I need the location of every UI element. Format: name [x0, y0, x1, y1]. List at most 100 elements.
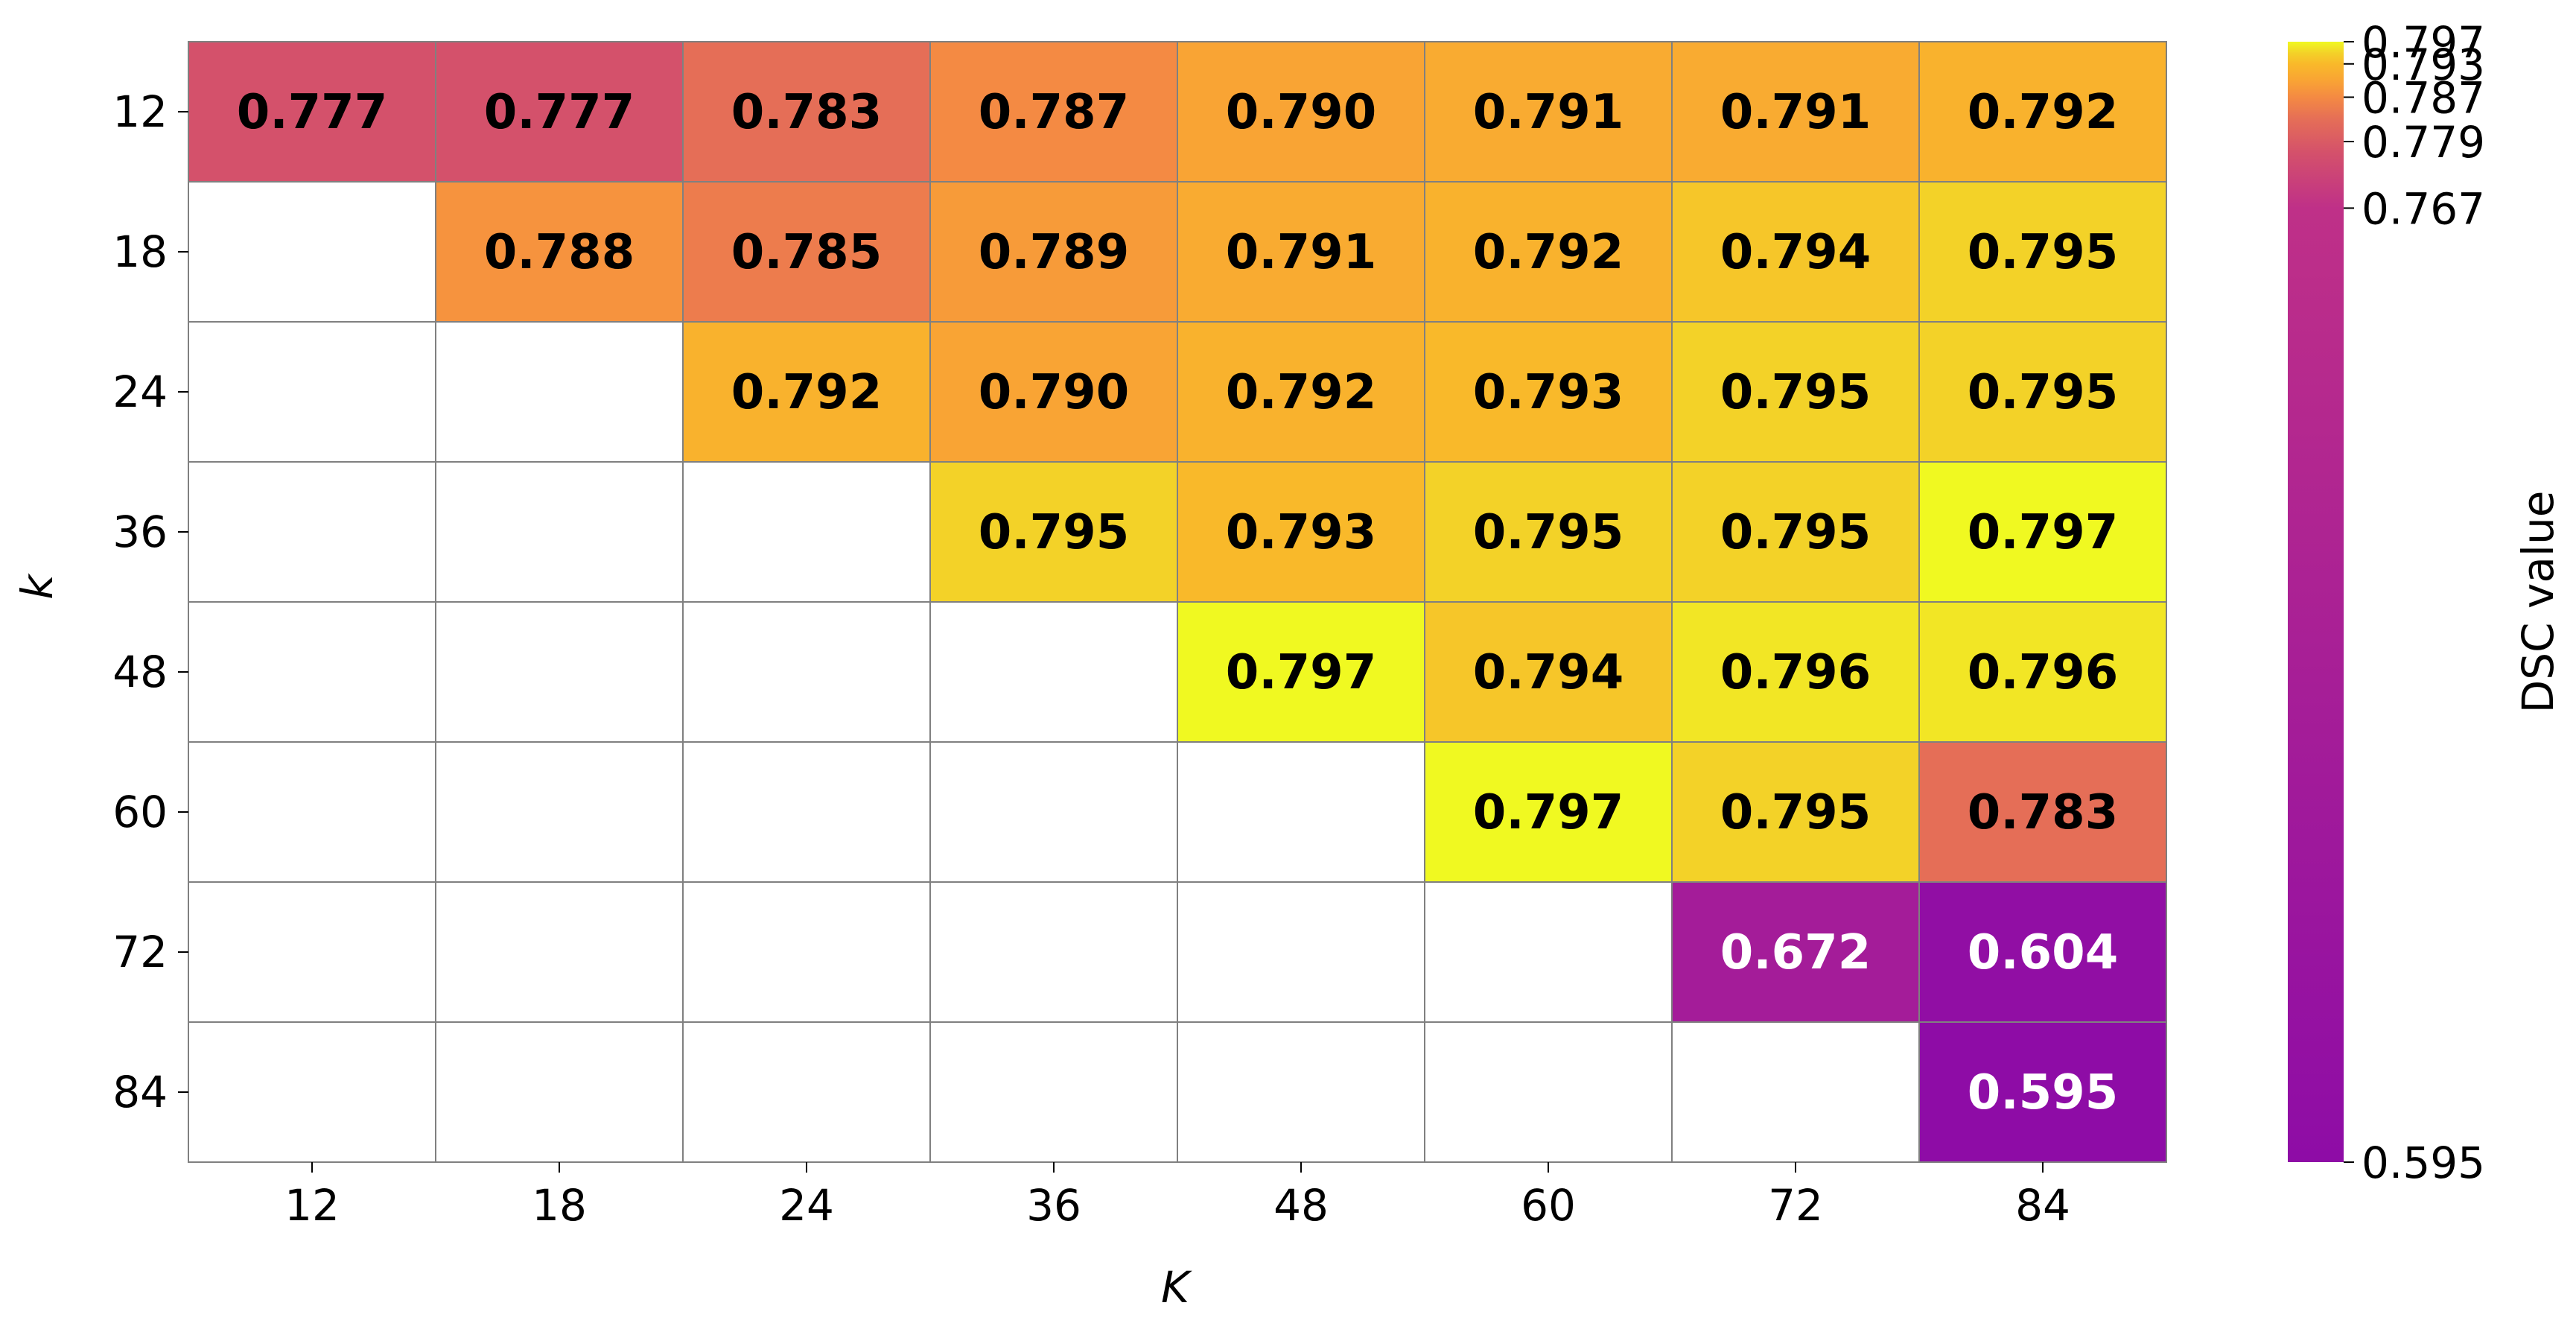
heatmap-cell [1671, 601, 1920, 743]
heatmap-cell [1177, 181, 1425, 323]
heatmap-cell [435, 881, 684, 1023]
y-axis-ticks: 12 18 24 36 48 60 72 84 [112, 86, 188, 1117]
x-tick-label: 48 [1273, 1180, 1329, 1231]
cell-value-label: 0.792 [1226, 365, 1376, 420]
cell-value-label: 0.796 [1720, 645, 1871, 700]
cell-value-label: 0.795 [1473, 505, 1623, 560]
heatmap-cell [1918, 601, 2167, 743]
heatmap-cell [682, 181, 931, 323]
heatmap-cell [682, 601, 931, 743]
heatmap-cell [929, 41, 1178, 183]
x-axis-label: K [1161, 1262, 1192, 1313]
cell-value-label: 0.796 [1968, 645, 2118, 700]
heatmap-cell [929, 881, 1178, 1023]
cell-value-label: 0.791 [1473, 85, 1623, 140]
x-axis-ticks: 12 18 24 36 48 60 72 84 [284, 1162, 2070, 1231]
cell-value-label: 0.793 [1473, 365, 1623, 420]
cell-value-label: 0.794 [1720, 225, 1871, 280]
heatmap-cell [1918, 181, 2167, 323]
cell-value-label: 0.783 [1968, 785, 2118, 840]
x-tick-label: 12 [284, 1180, 340, 1231]
colorbar-tick-label: 0.793 [2362, 39, 2485, 90]
heatmap-cell [929, 1021, 1178, 1163]
colorbar-tick-label: 0.767 [2362, 183, 2485, 234]
heatmap-cell [1671, 181, 1920, 323]
cell-value-label: 0.793 [1226, 505, 1376, 560]
heatmap-cell [1424, 181, 1673, 323]
cell-value-label: 0.792 [1473, 225, 1623, 280]
heatmap-cell [435, 461, 684, 603]
cell-value-label: 0.791 [1720, 85, 1871, 140]
heatmap-cell [929, 601, 1178, 743]
colorbar [2288, 42, 2344, 1162]
heatmap-cell [1177, 41, 1425, 183]
heatmap-cell [188, 461, 436, 603]
colorbar-tick-label: 0.797 [2362, 17, 2485, 68]
heatmap-cell [1424, 601, 1673, 743]
cell-value-label: 0.797 [1968, 505, 2118, 560]
cell-value-label: 0.595 [1968, 1065, 2118, 1120]
heatmap-cell [188, 741, 436, 883]
cell-value-label: 0.795 [1720, 505, 1871, 560]
heatmap-cell [1918, 881, 2167, 1023]
heatmap-cell [1918, 321, 2167, 463]
heatmap-cell [1177, 1021, 1425, 1163]
heatmap-cell [1177, 601, 1425, 743]
heatmap-cell [1424, 1021, 1673, 1163]
y-tick-label: 12 [112, 86, 168, 137]
heatmap-cell [1671, 1021, 1920, 1163]
heatmap-cell [682, 41, 931, 183]
heatmap-cell [929, 321, 1178, 463]
heatmap-cell [435, 741, 684, 883]
heatmap-cell [1671, 461, 1920, 603]
heatmap-cells [188, 41, 2167, 1163]
cell-value-label: 0.790 [1226, 85, 1376, 140]
x-tick-label: 24 [779, 1180, 834, 1231]
heatmap-cell [435, 601, 684, 743]
y-tick-label: 48 [112, 647, 168, 697]
x-tick-label: 72 [1768, 1180, 1823, 1231]
heatmap-cell-labels: 0.777 0.777 0.783 0.787 0.790 0.791 0.791 0.792… [237, 85, 2118, 1120]
x-tick-label: 36 [1026, 1180, 1081, 1231]
cell-value-label: 0.795 [979, 505, 1129, 560]
heatmap-cell [682, 461, 931, 603]
cell-value-label: 0.783 [731, 85, 882, 140]
heatmap-cell [1918, 741, 2167, 883]
heatmap-cell [929, 461, 1178, 603]
heatmap-cell [188, 601, 436, 743]
cell-value-label: 0.789 [979, 225, 1129, 280]
colorbar-label: DSC value [2513, 491, 2563, 714]
cell-value-label: 0.792 [731, 365, 882, 420]
heatmap-cell [1918, 1021, 2167, 1163]
y-tick-label: 72 [112, 927, 168, 977]
y-tick-label: 84 [112, 1067, 168, 1117]
heatmap-cell [1918, 461, 2167, 603]
heatmap-cell [435, 321, 684, 463]
colorbar-tick-label: 0.595 [2362, 1138, 2485, 1188]
heatmap-cell [682, 741, 931, 883]
heatmap-cell [1424, 881, 1673, 1023]
heatmap-cell [1918, 41, 2167, 183]
heatmap-cell [188, 1021, 436, 1163]
cell-value-label: 0.795 [1968, 365, 2118, 420]
heatmap-cell [435, 41, 684, 183]
colorbar-tick-label: 0.779 [2362, 117, 2485, 168]
heatmap-cell [1671, 321, 1920, 463]
x-tick-label: 84 [2015, 1180, 2070, 1231]
cell-value-label: 0.795 [1720, 785, 1871, 840]
cell-value-label: 0.795 [1720, 365, 1871, 420]
heatmap-cell [435, 1021, 684, 1163]
x-tick-label: 60 [1521, 1180, 1576, 1231]
heatmap-cell [682, 321, 931, 463]
colorbar-tick-label: 0.787 [2362, 72, 2485, 123]
heatmap-cell [1177, 461, 1425, 603]
heatmap-cell [1177, 741, 1425, 883]
cell-value-label: 0.797 [1226, 645, 1376, 700]
y-axis-label: k [12, 573, 63, 600]
y-tick-label: 24 [112, 367, 168, 417]
cell-value-label: 0.604 [1968, 925, 2118, 980]
heatmap-cell [1177, 881, 1425, 1023]
y-tick-label: 18 [112, 226, 168, 277]
